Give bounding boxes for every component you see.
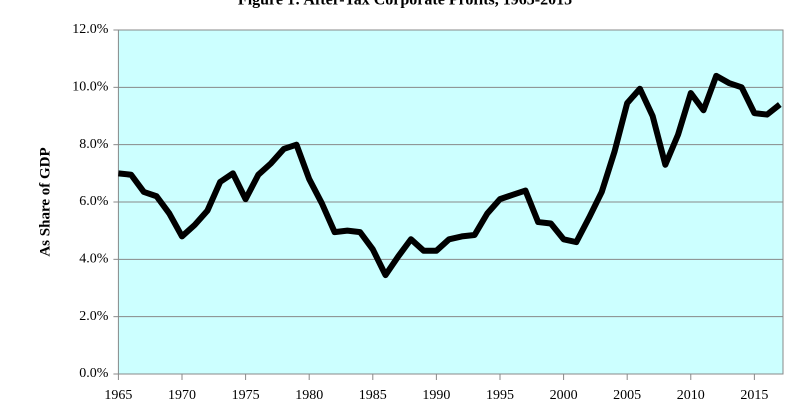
- y-tick-label: 2.0%: [79, 309, 109, 324]
- x-tick-label: 1990: [422, 388, 450, 403]
- y-tick-label: 10.0%: [72, 80, 109, 95]
- x-tick-label: 1985: [359, 388, 387, 403]
- y-tick-label: 0.0%: [79, 366, 109, 381]
- chart-title: Figure 1: After-Tax Corporate Profits, 1…: [238, 0, 572, 9]
- x-tick-label: 1995: [486, 388, 514, 403]
- x-tick-label: 1975: [232, 388, 260, 403]
- y-tick-label: 12.0%: [72, 22, 109, 37]
- x-tick-label: 1980: [295, 388, 323, 403]
- y-tick-label: 6.0%: [79, 194, 109, 209]
- x-tick-label: 2010: [677, 388, 705, 403]
- line: [118, 72, 782, 279]
- x-tick-label: 2015: [740, 388, 768, 403]
- y-tick-label: 4.0%: [79, 252, 109, 267]
- x-tick-label: 1965: [104, 388, 132, 403]
- x-tick-label: 1970: [168, 388, 196, 403]
- x-tick-label: 2005: [613, 388, 641, 403]
- y-axis-label: As Share of GDP: [37, 147, 53, 256]
- y-tick-label: 8.0%: [79, 137, 109, 152]
- x-tick-label: 2000: [550, 388, 578, 403]
